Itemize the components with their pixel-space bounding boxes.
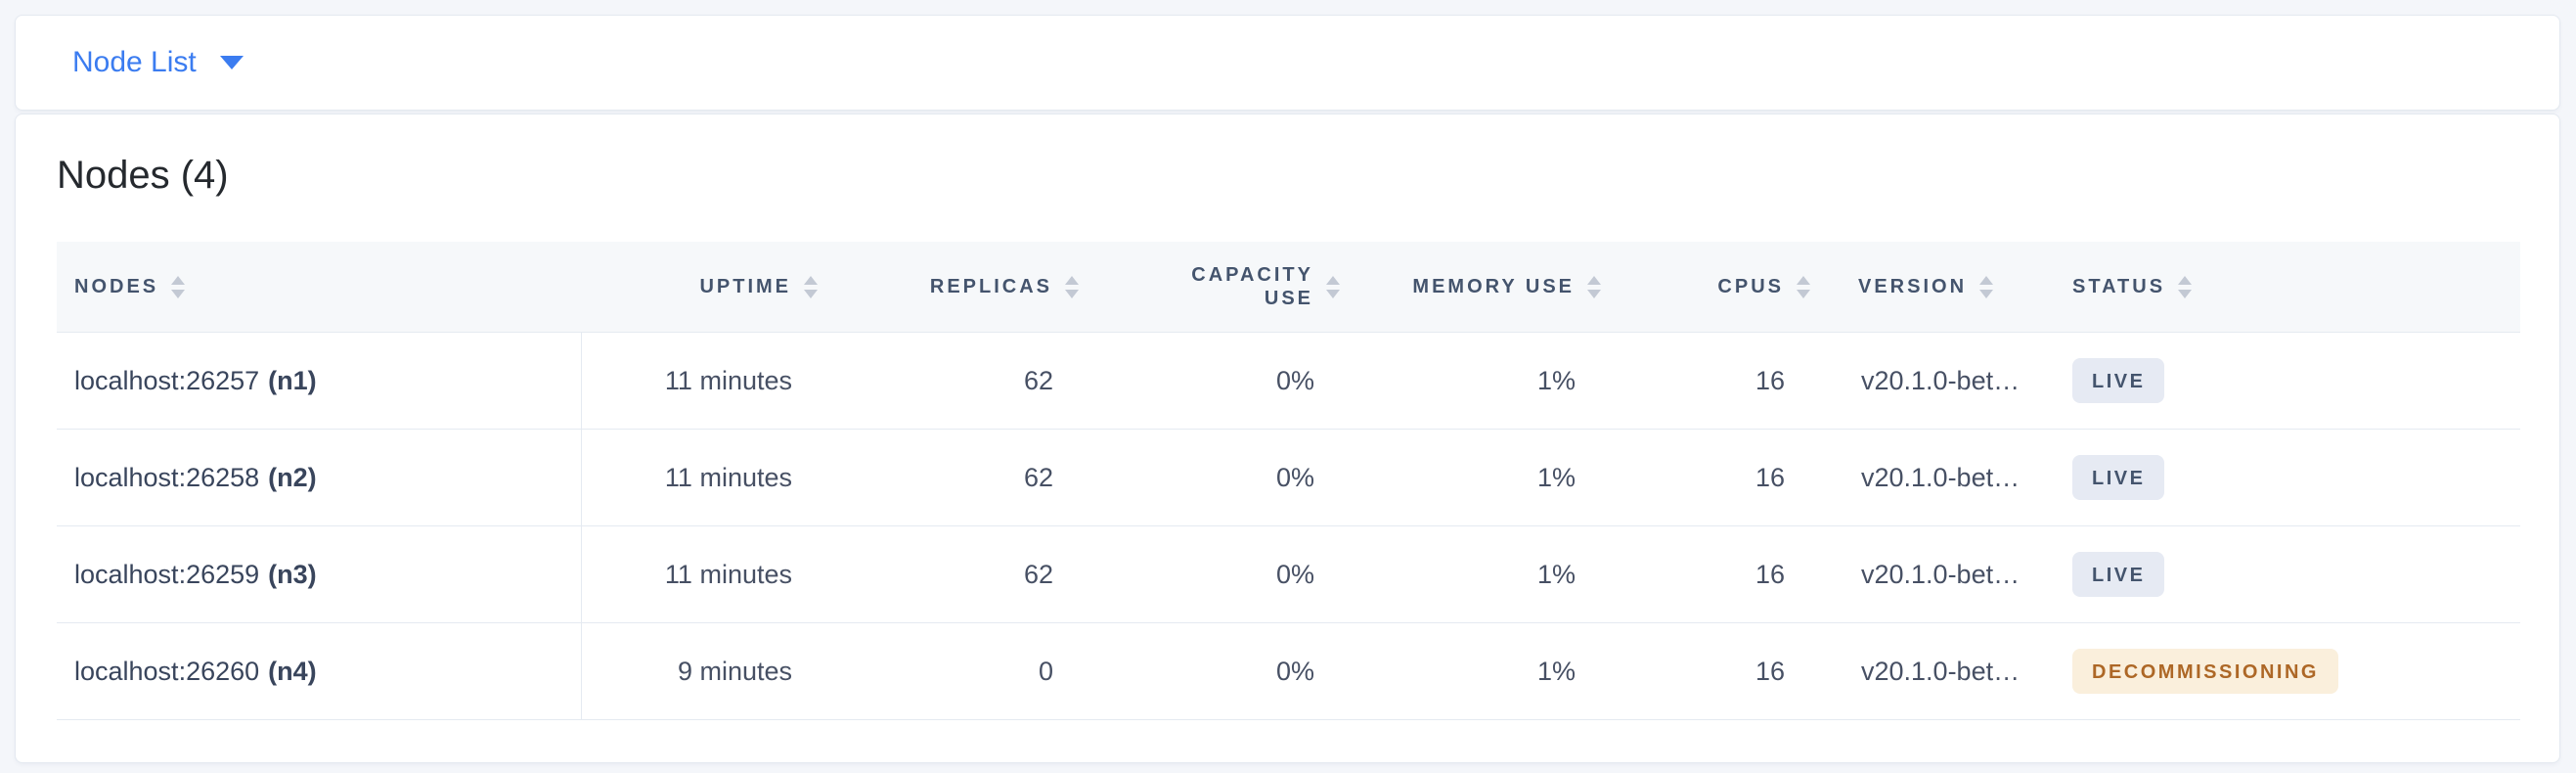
column-header-status[interactable]: Status [2050, 242, 2520, 332]
cpus-cell: 16 [1754, 559, 1785, 589]
version-text: v20.1.0-bet… [1861, 656, 2021, 686]
column-header-label: Nodes [74, 275, 159, 297]
sort-icon [1065, 275, 1079, 298]
node-id: (n1) [268, 365, 317, 395]
replicas-cell: 62 [1023, 559, 1053, 589]
memory-use-cell: 1% [1536, 365, 1576, 395]
sort-icon [1587, 275, 1601, 298]
column-header-label: Uptime [699, 275, 791, 297]
node-name-cell: localhost:26257 (n1) [57, 333, 582, 429]
column-header-label: Version [1858, 275, 1968, 297]
table-row[interactable]: localhost:26257 (n1) 11 minutes 62 0% 1%… [57, 333, 2520, 430]
node-name-cell: localhost:26259 (n3) [57, 526, 582, 622]
capacity-use-cell: 0% [1275, 365, 1314, 395]
sort-icon [804, 275, 818, 298]
view-selector-bar: Node List [15, 15, 2560, 111]
status-badge: LIVE [2072, 552, 2165, 597]
column-header-label: Memory Use [1412, 275, 1575, 297]
memory-use-cell: 1% [1536, 656, 1576, 686]
node-address: localhost:26258 [74, 462, 260, 492]
column-header-label: Replicas [929, 275, 1052, 297]
column-header-version[interactable]: Version [1810, 242, 2050, 332]
status-badge: DECOMMISSIONING [2072, 649, 2338, 694]
view-dropdown[interactable]: Node List [72, 46, 244, 79]
view-dropdown-label: Node List [72, 46, 197, 78]
cpus-cell: 16 [1754, 462, 1785, 492]
memory-use-cell: 1% [1536, 559, 1576, 589]
status-badge: LIVE [2072, 455, 2165, 500]
table-row[interactable]: localhost:26260 (n4) 9 minutes 0 0% 1% 1… [57, 623, 2520, 720]
column-header-uptime[interactable]: Uptime [582, 242, 818, 332]
nodes-panel: Nodes (4) Nodes Uptime Replicas Capacity… [15, 114, 2560, 763]
sort-icon [1326, 275, 1340, 298]
node-id: (n3) [268, 559, 317, 589]
capacity-use-cell: 0% [1275, 656, 1314, 686]
column-header-cpus[interactable]: CPUs [1601, 242, 1810, 332]
uptime-cell: 11 minutes [664, 365, 792, 395]
sort-icon [171, 275, 186, 298]
column-header-replicas[interactable]: Replicas [818, 242, 1079, 332]
table-row[interactable]: localhost:26258 (n2) 11 minutes 62 0% 1%… [57, 430, 2520, 526]
replicas-cell: 62 [1023, 365, 1053, 395]
replicas-cell: 62 [1023, 462, 1053, 492]
node-address: localhost:26257 [74, 365, 260, 395]
node-id: (n4) [268, 656, 317, 686]
nodes-table: Nodes Uptime Replicas Capacity Use Memor… [57, 242, 2520, 720]
sort-icon [2178, 275, 2193, 298]
version-cell: v20.1.0-bet… [1810, 333, 2050, 429]
node-address: localhost:26259 [74, 559, 260, 589]
replicas-cell: 0 [1038, 656, 1053, 686]
node-id: (n2) [268, 462, 317, 492]
memory-use-cell: 1% [1536, 462, 1576, 492]
version-text: v20.1.0-bet… [1861, 559, 2021, 589]
version-cell: v20.1.0-bet… [1810, 430, 2050, 525]
status-cell: LIVE [2050, 333, 2520, 429]
status-cell: LIVE [2050, 430, 2520, 525]
page-title: Nodes (4) [57, 154, 229, 197]
cpus-cell: 16 [1754, 365, 1785, 395]
table-row[interactable]: localhost:26259 (n3) 11 minutes 62 0% 1%… [57, 526, 2520, 623]
chevron-down-icon [219, 56, 244, 69]
column-header-label: Status [2072, 275, 2166, 297]
column-header-label: CPUs [1717, 275, 1784, 297]
column-header-nodes[interactable]: Nodes [57, 242, 582, 332]
version-text: v20.1.0-bet… [1861, 365, 2021, 395]
status-cell: LIVE [2050, 526, 2520, 622]
capacity-use-cell: 0% [1275, 559, 1314, 589]
uptime-cell: 11 minutes [664, 462, 792, 492]
node-name-cell: localhost:26258 (n2) [57, 430, 582, 525]
version-text: v20.1.0-bet… [1861, 462, 2021, 492]
column-header-label: Capacity Use [1191, 264, 1313, 309]
version-cell: v20.1.0-bet… [1810, 526, 2050, 622]
column-header-memory-use[interactable]: Memory Use [1340, 242, 1601, 332]
table-header-row: Nodes Uptime Replicas Capacity Use Memor… [57, 242, 2520, 333]
node-name-cell: localhost:26260 (n4) [57, 623, 582, 719]
status-cell: DECOMMISSIONING [2050, 623, 2520, 719]
sort-icon [1797, 275, 1810, 298]
cpus-cell: 16 [1754, 656, 1785, 686]
sort-icon [1979, 275, 1994, 298]
uptime-cell: 9 minutes [677, 656, 792, 686]
column-header-capacity-use[interactable]: Capacity Use [1079, 242, 1340, 332]
node-address: localhost:26260 [74, 656, 260, 686]
version-cell: v20.1.0-bet… [1810, 623, 2050, 719]
status-badge: LIVE [2072, 358, 2165, 403]
uptime-cell: 11 minutes [664, 559, 792, 589]
capacity-use-cell: 0% [1275, 462, 1314, 492]
